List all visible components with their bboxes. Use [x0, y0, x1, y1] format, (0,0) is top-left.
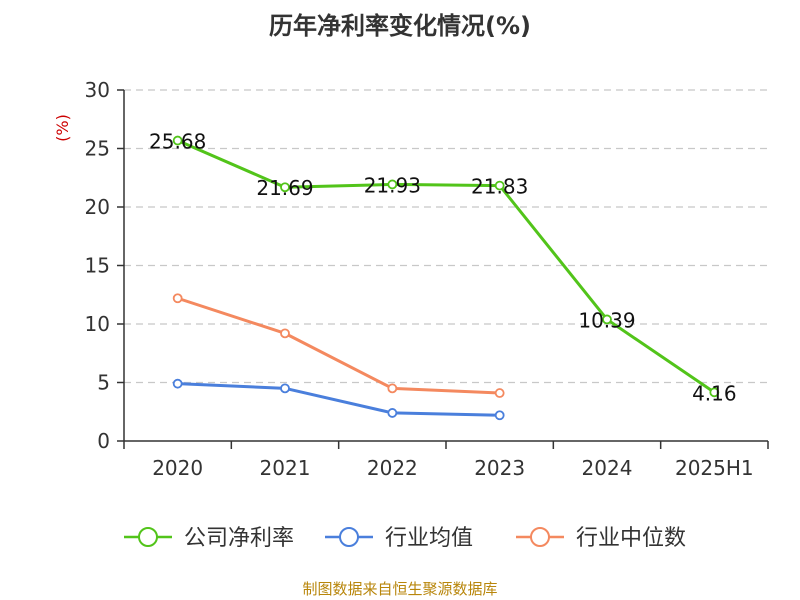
y-tick-label: 20: [85, 195, 110, 219]
legend-marker: [138, 527, 158, 547]
series-group: [172, 135, 720, 421]
data-label: 10.39: [578, 308, 635, 332]
legend-label: 行业中位数: [576, 526, 686, 551]
legend: 公司净利率 行业均值 行业中位数: [124, 526, 686, 551]
legend-item: 行业均值: [325, 526, 473, 551]
legend-item: 公司净利率: [124, 526, 294, 551]
data-label: 21.93: [364, 173, 421, 197]
x-tick-labels: 2020 2021 2022 2023 2024 2025H1: [152, 456, 753, 480]
data-point: [709, 387, 720, 398]
data-point: [280, 328, 290, 339]
data-point: [387, 408, 398, 418]
x-tick-label: 2021: [260, 456, 311, 480]
x-tick-label: 2025H1: [675, 456, 754, 480]
x-tick-label: 2022: [367, 456, 418, 480]
y-tick-label: 15: [85, 254, 110, 278]
data-label: 4.16: [692, 381, 737, 405]
legend-marker: [339, 527, 359, 547]
legend-marker: [530, 527, 550, 547]
y-axis-unit-label: (%): [53, 114, 72, 142]
y-tick-label: 10: [85, 312, 110, 336]
y-tick-labels: 0 5 10 15 20 25 30: [85, 78, 110, 453]
y-tick-label: 5: [97, 371, 110, 395]
data-point: [387, 179, 398, 190]
data-point: [172, 135, 183, 146]
y-tick-label: 25: [85, 137, 110, 161]
data-point: [172, 378, 183, 389]
data-point: [280, 182, 290, 193]
data-point: [172, 293, 183, 304]
data-label: 21.69: [256, 176, 313, 200]
axes: [117, 89, 769, 449]
x-tick-label: 2020: [152, 456, 203, 480]
x-tick-label: 2023: [474, 456, 525, 480]
series-line-0: [177, 139, 716, 394]
chart-title: 历年净利率变化情况(%): [269, 12, 531, 40]
data-point: [494, 388, 505, 398]
grid-lines: [124, 89, 768, 384]
legend-item: 行业中位数: [516, 526, 686, 551]
x-tick-label: 2024: [582, 456, 633, 480]
data-label: 21.83: [471, 175, 528, 199]
y-tick-label: 30: [85, 78, 110, 102]
data-label: 25.68: [149, 130, 206, 154]
data-point: [602, 314, 612, 325]
series-line-2: [177, 296, 500, 395]
data-point: [280, 383, 290, 394]
data-point: [387, 383, 398, 394]
source-footer: 制图数据来自恒生聚源数据库: [302, 580, 498, 598]
data-point: [494, 410, 505, 421]
y-tick-label: 0: [97, 429, 110, 453]
data-labels: 25.68 21.69 21.93 21.83 10.39 4.16: [149, 130, 737, 406]
data-point: [494, 180, 505, 191]
legend-label: 公司净利率: [184, 526, 294, 551]
legend-label: 行业均值: [385, 526, 473, 551]
series-line-1: [177, 382, 500, 417]
